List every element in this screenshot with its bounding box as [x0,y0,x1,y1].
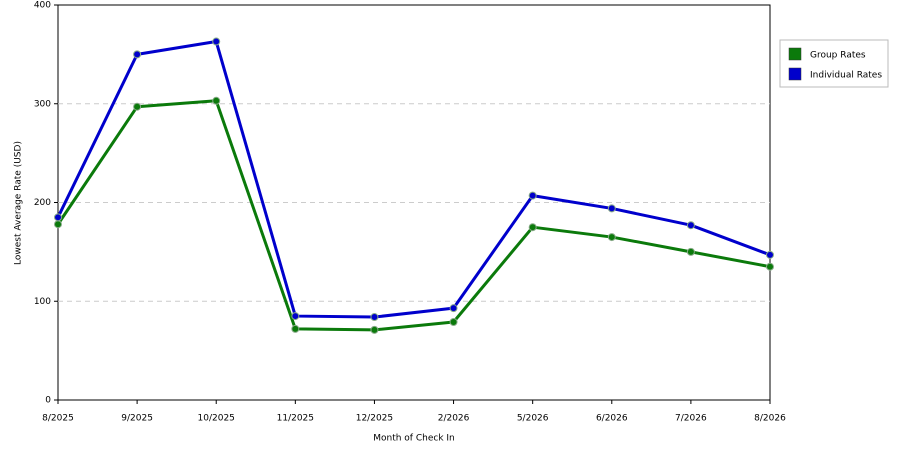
series-line [56,99,771,332]
data-point [686,247,695,256]
x-tick-label: 8/2026 [754,414,786,424]
legend-label: Group Rates [810,51,866,61]
data-point [528,223,537,232]
y-axis-label: Lowest Average Rate (USD) [14,141,24,265]
x-axis-label: Month of Check In [373,434,455,444]
legend-swatch [788,47,802,61]
data-point [54,213,62,222]
data-point [449,317,458,326]
data-point [212,37,221,46]
data-point [133,102,142,111]
x-tick-label: 9/2025 [121,414,153,424]
x-tick-label: 5/2026 [517,414,549,424]
x-tick-label: 12/2025 [356,414,393,424]
y-tick-label: 200 [34,198,51,208]
series-line [56,40,771,319]
legend-label: Individual Rates [810,71,882,81]
data-point [212,96,221,105]
y-tick-label: 400 [34,1,51,11]
legend-swatch [788,67,802,81]
y-tick-label: 0 [45,396,51,406]
x-tick-label: 8/2025 [42,414,74,424]
data-point [766,262,774,271]
x-tick-label: 7/2026 [675,414,707,424]
data-point [766,250,774,259]
data-point [528,191,537,200]
data-point [607,204,616,213]
data-point [291,324,300,333]
y-tick-label: 100 [34,297,51,307]
x-tick-label: 6/2026 [596,414,628,424]
data-point [686,221,695,230]
data-point [133,50,142,59]
x-tick-label: 10/2025 [198,414,235,424]
x-tick-label: 2/2026 [438,414,470,424]
y-tick-label: 300 [34,99,51,109]
data-point [607,233,616,242]
data-point [54,220,62,229]
data-point [449,304,458,313]
data-point [370,313,379,322]
data-point [291,312,300,321]
data-point [370,325,379,334]
x-tick-label: 11/2025 [277,414,314,424]
